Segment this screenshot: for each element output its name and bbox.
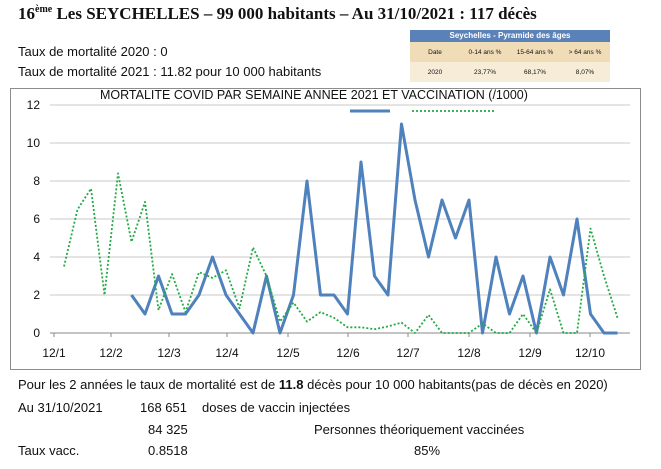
footer-summary-post: décès pour 10 000 habitants(pas de décès… — [303, 377, 608, 392]
page-title: 16ème Les SEYCHELLES – 99 000 habitants … — [18, 4, 537, 24]
pyramid-cell: 68,17% — [523, 68, 547, 76]
age-pyramid-header-row: Date 0-14 ans % 15-64 ans % > 64 ans % — [410, 42, 610, 62]
footer-summary: Pour les 2 années le taux de mortalité e… — [18, 377, 608, 392]
footer-summary-pre: Pour les 2 années le taux de mortalité e… — [18, 377, 279, 392]
pyramid-header-cell: 15-64 ans % — [516, 48, 554, 56]
x-tick-label: 12/9 — [518, 346, 542, 360]
chart-frame — [10, 88, 641, 370]
vacc-rate-percent: 85% — [414, 443, 441, 458]
x-tick-label: 12/10 — [575, 346, 605, 360]
footer-date: Au 31/10/2021 — [18, 400, 103, 415]
y-tick-label: 8 — [33, 174, 40, 188]
pyramid-cell: 2020 — [427, 68, 443, 76]
x-tick-label: 12/8 — [457, 346, 481, 360]
persons-value: 84 325 — [148, 422, 188, 437]
persons-label: Personnes théoriquement vaccinées — [314, 422, 525, 437]
x-tick-label: 12/6 — [336, 346, 360, 360]
age-pyramid-title: Seychelles - Pyramide des âges — [410, 30, 610, 42]
x-tick-label: 12/3 — [157, 346, 181, 360]
y-tick-label: 4 — [33, 250, 40, 264]
vacc-rate-value: 0.8518 — [148, 443, 188, 458]
age-pyramid-data-row: 2020 23,77% 68,17% 8,07% — [410, 62, 610, 82]
y-tick-label: 0 — [33, 326, 40, 340]
y-tick-label: 10 — [27, 136, 41, 150]
title-text: Les SEYCHELLES – 99 000 habitants – Au 3… — [52, 4, 537, 23]
footer-summary-rate: 11.8 — [278, 377, 304, 392]
x-tick-label: 12/2 — [99, 346, 123, 360]
doses-label: doses de vaccin injectées — [202, 400, 351, 415]
pyramid-header-cell: Date — [428, 48, 442, 56]
x-tick-label: 12/1 — [42, 346, 66, 360]
pyramid-header-cell: > 64 ans % — [568, 48, 602, 56]
vacc-rate-label: Taux vacc. — [18, 443, 80, 458]
pyramid-header-cell: 0-14 ans % — [468, 48, 502, 56]
series-line-vaccination — [63, 172, 619, 334]
y-tick-label: 6 — [33, 212, 40, 226]
pyramid-cell: 8,07% — [575, 68, 595, 76]
series-line-mortality — [130, 122, 618, 335]
y-tick-label: 2 — [33, 288, 40, 302]
age-pyramid-table: Seychelles - Pyramide des âges Date 0-14… — [410, 30, 610, 82]
title-rank: 16 — [18, 4, 35, 23]
x-tick-label: 12/4 — [215, 346, 239, 360]
x-tick-label: 12/7 — [396, 346, 420, 360]
mortality-rate-2021: Taux de mortalité 2021 : 11.82 pour 10 0… — [18, 64, 322, 79]
y-tick-label: 12 — [27, 98, 41, 112]
title-sup: ème — [35, 4, 53, 15]
x-tick-label: 12/5 — [276, 346, 300, 360]
doses-value: 168 651 — [140, 400, 187, 415]
chart-title: MORTALITE COVID PAR SEMAINE ANNEE 2021 E… — [100, 88, 528, 102]
mortality-rate-2020: Taux de mortalité 2020 : 0 — [18, 44, 168, 59]
pyramid-cell: 23,77% — [473, 68, 497, 76]
